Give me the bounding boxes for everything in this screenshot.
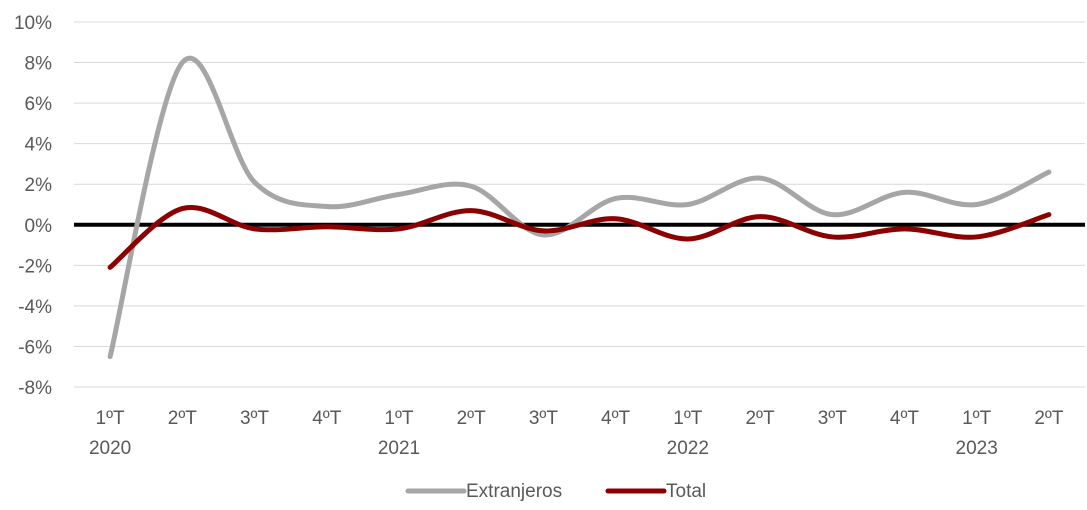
- legend-label-extranjeros: Extranjeros: [466, 481, 562, 502]
- series-line-extranjeros: [107, 56, 1052, 360]
- x-tick-label: 2ºT: [168, 408, 198, 429]
- x-year-label: 2020: [89, 438, 131, 459]
- y-tick-label: 10%: [14, 13, 52, 34]
- y-axis-ticks: -8% -6% -4% -2% 0% 2% 4% 6% 8% 10%: [14, 13, 52, 399]
- x-tick-label: 1ºT: [962, 408, 992, 429]
- y-tick-label: -4%: [18, 297, 52, 318]
- y-tick-label: -6%: [18, 337, 52, 358]
- x-tick-label: 3ºT: [240, 408, 270, 429]
- y-tick-label: 4%: [25, 135, 53, 156]
- x-tick-label: 4ºT: [312, 408, 342, 429]
- series-line-total: [107, 204, 1052, 270]
- y-tick-label: -8%: [18, 378, 52, 399]
- grid-lines: [74, 21, 1085, 388]
- x-tick-label: 4ºT: [890, 408, 920, 429]
- x-year-label: 2022: [667, 438, 709, 459]
- x-tick-label: 2ºT: [1034, 408, 1064, 429]
- x-year-label: 2021: [378, 438, 420, 459]
- x-axis-ticks: 1ºT 2ºT 3ºT 4ºT 1ºT 2ºT 3ºT 4ºT 1ºT 2ºT 3ºT 4ºT 1ºT 2…: [89, 408, 1064, 459]
- x-tick-label: 1ºT: [673, 408, 703, 429]
- x-tick-label: 3ºT: [529, 408, 559, 429]
- legend: Extranjeros Total: [405, 481, 706, 502]
- x-tick-label: 2ºT: [457, 408, 487, 429]
- x-year-label: 2023: [956, 438, 998, 459]
- x-tick-label: 4ºT: [601, 408, 631, 429]
- x-tick-label: 1ºT: [96, 408, 126, 429]
- x-tick-label: 1ºT: [384, 408, 414, 429]
- y-tick-label: 2%: [25, 175, 53, 196]
- legend-label-total: Total: [666, 481, 706, 502]
- y-tick-label: 6%: [25, 94, 53, 115]
- y-tick-label: -2%: [18, 256, 52, 277]
- series-lines: [107, 56, 1052, 360]
- x-tick-label: 2ºT: [745, 408, 775, 429]
- y-tick-label: 0%: [25, 216, 53, 237]
- x-tick-label: 3ºT: [818, 408, 848, 429]
- y-tick-label: 8%: [25, 54, 53, 75]
